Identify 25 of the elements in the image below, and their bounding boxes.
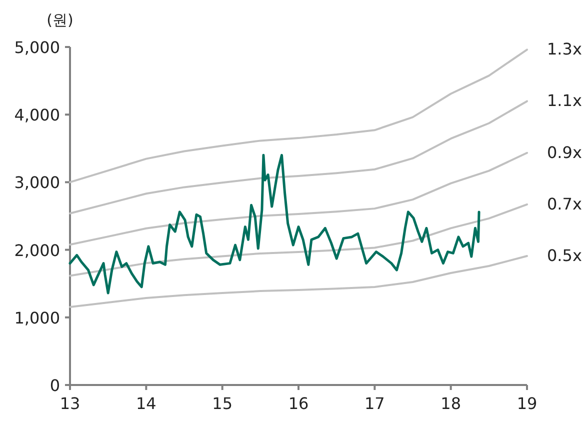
- series-label: 0.5x: [547, 246, 582, 266]
- y-tick-label: 4,000: [14, 106, 60, 125]
- line-series: [69, 100, 528, 214]
- x-tick-label: 13: [60, 394, 80, 413]
- y-axis-title: (원): [46, 11, 74, 29]
- x-tick-label: 19: [516, 394, 538, 413]
- x-tick-label: 16: [288, 394, 309, 413]
- x-tick-label: 15: [212, 394, 233, 413]
- line-series: [69, 48, 528, 184]
- y-tick-label: 5,000: [14, 38, 60, 57]
- y-tick-label: 0: [50, 376, 60, 395]
- series-label: 1.1x: [547, 91, 582, 110]
- y-tick-label: 2,000: [14, 240, 60, 260]
- line-series: [69, 255, 528, 308]
- series-label: 0.7x: [547, 194, 582, 214]
- series-label: 1.3x: [547, 40, 582, 59]
- x-tick-label: 18: [440, 394, 462, 413]
- line-series: [68, 154, 480, 294]
- y-tick-label: 3,000: [14, 173, 60, 192]
- y-tick-label: 1,000: [14, 308, 60, 328]
- line-series: [69, 152, 528, 246]
- x-tick-label: 17: [364, 394, 385, 413]
- line-series: [69, 203, 528, 277]
- series-label: 0.9x: [547, 142, 582, 162]
- x-tick-label: 14: [136, 394, 156, 413]
